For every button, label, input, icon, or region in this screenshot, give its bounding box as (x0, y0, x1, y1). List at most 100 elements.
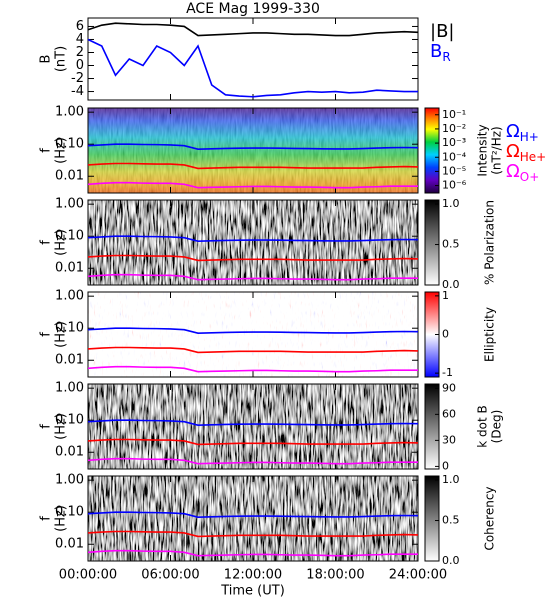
colorbar-label: (Deg) (490, 410, 504, 444)
data-line (87, 143, 419, 150)
y-tick-label: 0.10 (55, 229, 84, 244)
y-tick-label: 1.00 (55, 473, 84, 488)
data-line (87, 273, 418, 281)
y-axis-label: (Hz) (54, 413, 69, 440)
data-line (87, 254, 419, 262)
spectrogram-texture (88, 108, 418, 193)
data-line (87, 438, 419, 446)
colorbar-tick-label: 0 (442, 328, 449, 341)
y-axis-label: f (39, 332, 54, 337)
y-tick-label: -4 (71, 84, 84, 99)
legend-name: Ω (506, 141, 520, 162)
data-line (87, 235, 419, 242)
x-tick-label: 00:00:00 (59, 568, 117, 583)
y-tick-label: 1.00 (55, 289, 84, 304)
colorbar-label: (nT²/Hz) (490, 126, 504, 174)
data-line (87, 181, 418, 189)
legend-name: Ω (506, 121, 520, 142)
legend-name: Ω (506, 161, 520, 182)
y-axis-label: f (39, 424, 54, 429)
colorbar (424, 475, 440, 562)
colorbar-tick-label: 10⁻⁴ (442, 150, 467, 163)
y-axis-label: B (39, 55, 54, 64)
y-axis-label: (Hz) (54, 137, 69, 164)
colorbar-tick-label: -1 (442, 366, 453, 379)
colorbar-tick-label: 1 (442, 289, 449, 302)
data-line (87, 162, 419, 170)
data-line (87, 549, 418, 557)
colorbar (424, 199, 440, 286)
spectrogram (88, 476, 418, 561)
y-tick-label: 0 (76, 58, 84, 73)
colorbar-tick-label: 10⁻² (442, 122, 466, 135)
data-line (87, 419, 419, 426)
legend-name: B (430, 41, 442, 62)
colorbar-tick-label: 30 (442, 433, 456, 446)
data-line (87, 327, 419, 334)
y-tick-label: 0.01 (55, 537, 84, 552)
data-line (87, 457, 418, 465)
data-line (87, 22, 419, 37)
spectrogram (88, 200, 418, 285)
colorbar-tick-label: 10⁻¹ (442, 108, 466, 121)
colorbar-label: k dot B (476, 405, 490, 447)
y-tick-label: 0.10 (55, 321, 84, 336)
colorbar-tick-label: 0 (442, 459, 449, 472)
y-axis-label: (Hz) (54, 505, 69, 532)
chart-title: ACE Mag 1999-330 (186, 1, 320, 17)
y-axis-label: (nT) (54, 46, 69, 72)
y-axis-label: f (39, 148, 54, 153)
y-tick-label: -2 (71, 71, 84, 86)
x-axis-label: Time (UT) (220, 584, 285, 599)
y-tick-label: 6 (76, 19, 84, 34)
colorbar-tick-label: 90 (442, 381, 456, 394)
colorbar-tick-label: 0.5 (442, 238, 460, 251)
y-tick-label: 0.10 (55, 505, 84, 520)
data-line (87, 511, 419, 518)
legend-entry: ΩH+ (506, 121, 539, 144)
spectrogram (88, 292, 418, 377)
spectrogram (88, 384, 418, 469)
legend-sub: H+ (520, 130, 539, 144)
data-line (87, 38, 418, 98)
y-tick-label: 0.10 (55, 137, 84, 152)
colorbar-label: Ellipticity (483, 307, 497, 362)
y-tick-label: 4 (76, 32, 84, 47)
legend-entry: BR (430, 41, 451, 64)
data-line (87, 365, 418, 373)
colorbar-tick-label: 0.0 (442, 554, 460, 567)
colorbar-tick-label: 10⁻⁵ (442, 164, 466, 177)
legend-entry: |B| (430, 21, 454, 42)
legend-name: |B| (430, 21, 454, 42)
y-axis-label: f (39, 240, 54, 245)
colorbar-label: % Polarization (483, 200, 497, 285)
y-tick-label: 0.10 (55, 413, 84, 428)
x-tick-label: 24:00:00 (389, 568, 447, 583)
y-tick-label: 0.01 (55, 353, 84, 368)
y-tick-label: 0.01 (55, 169, 84, 184)
legend-sub: O+ (520, 170, 540, 184)
x-tick-label: 18:00:00 (306, 568, 364, 583)
x-tick-label: 06:00:00 (141, 568, 199, 583)
legend-entry: ΩO+ (506, 161, 539, 184)
y-axis-label: (Hz) (54, 321, 69, 348)
legend-sub: R (442, 50, 450, 64)
y-tick-label: 0.01 (55, 261, 84, 276)
colorbar-tick-label: 60 (442, 407, 456, 420)
colorbar-tick-label: 10⁻³ (442, 136, 466, 149)
data-line (87, 530, 419, 538)
colorbar-tick-label: 1.0 (442, 473, 460, 486)
colorbar-tick-label: 1.0 (442, 197, 460, 210)
legend-sub: He+ (520, 150, 546, 164)
y-axis-label: (Hz) (54, 229, 69, 256)
x-tick-label: 12:00:00 (224, 568, 282, 583)
colorbar-label: Coherency (483, 486, 497, 550)
y-tick-label: 0.01 (55, 445, 84, 460)
y-tick-label: 1.00 (55, 381, 84, 396)
plot-frame (87, 17, 419, 101)
colorbar-label: Intensity (476, 124, 490, 176)
y-tick-label: 1.00 (55, 197, 84, 212)
colorbar-tick-label: 10⁻⁶ (442, 179, 467, 192)
legend-entry: ΩHe+ (506, 141, 546, 164)
